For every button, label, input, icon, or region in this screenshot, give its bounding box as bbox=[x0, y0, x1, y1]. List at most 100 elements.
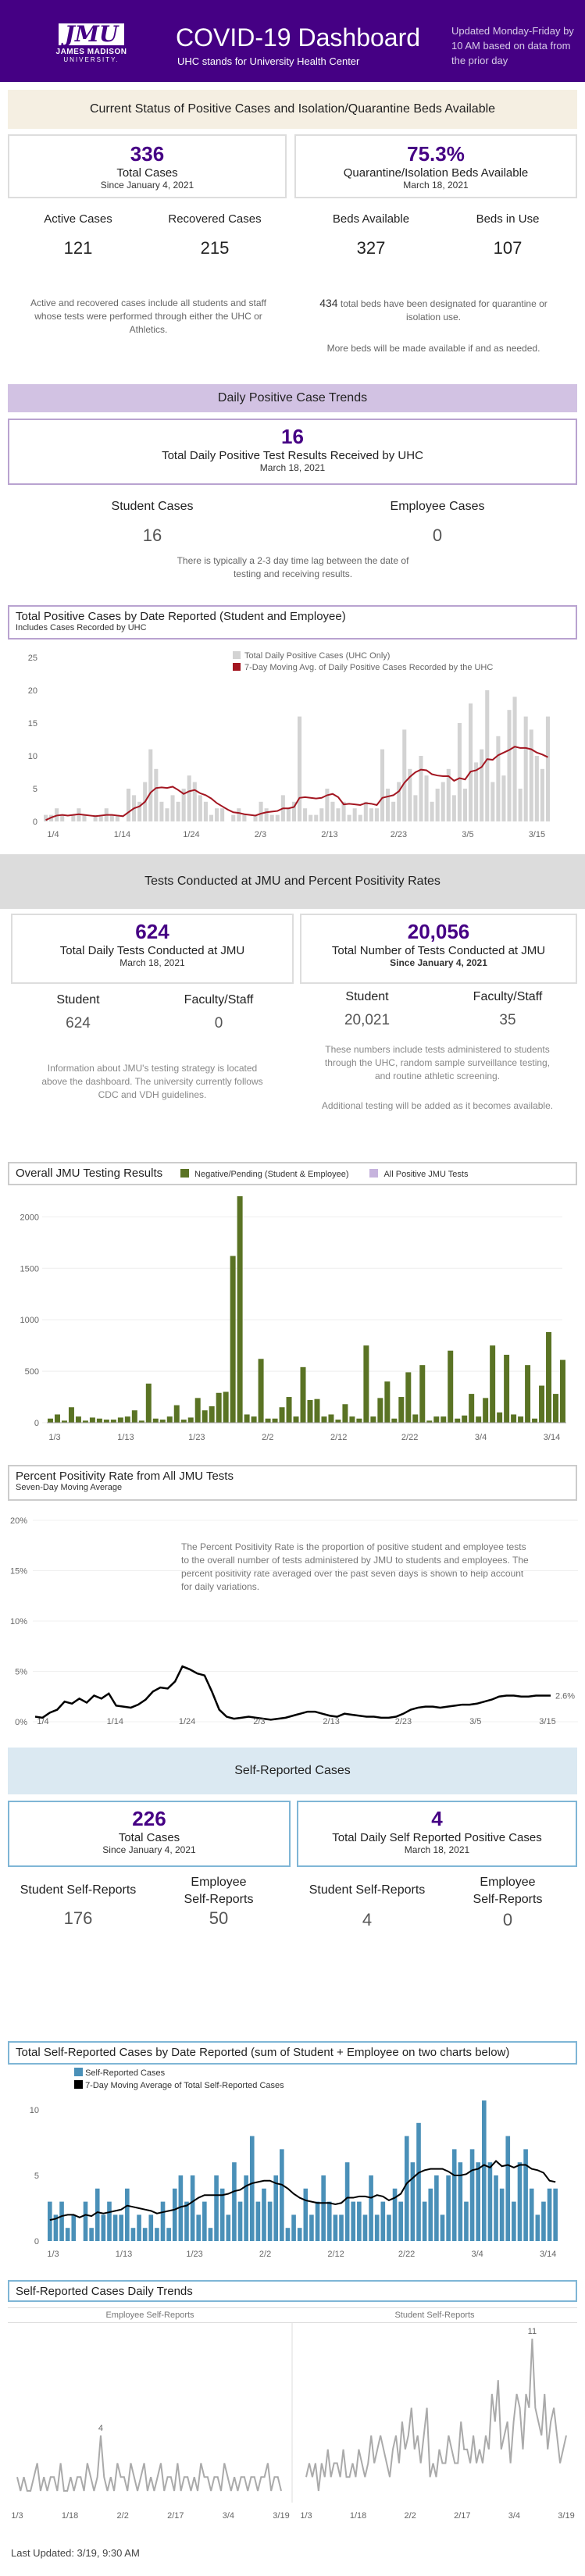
chart2-x-tick: 1/13 bbox=[117, 1433, 134, 1442]
chart2-bar bbox=[272, 1418, 278, 1423]
chart4-bar bbox=[428, 2188, 433, 2241]
chart4-y-tick: 0 bbox=[34, 2237, 39, 2246]
self-total-student-label: Student Self-Reports bbox=[20, 1883, 137, 1897]
chart1-bar bbox=[386, 789, 391, 821]
chart4-bar bbox=[499, 2188, 505, 2241]
chart3-x-tick: 3/5 bbox=[469, 1717, 481, 1726]
chart4-bar bbox=[178, 2175, 184, 2241]
chart4-bar bbox=[65, 2228, 70, 2241]
daily-note: There is typically a 2-3 day time lag be… bbox=[177, 555, 409, 579]
chart4-bar bbox=[362, 2214, 368, 2241]
chart1-x-tick: 1/24 bbox=[183, 830, 199, 839]
chart4-bar bbox=[280, 2149, 284, 2241]
chart4-bar bbox=[142, 2228, 148, 2241]
chart5-header-row: Employee Self-Reports Student Self-Repor… bbox=[8, 2307, 577, 2323]
chart2-bar bbox=[328, 1414, 334, 1423]
update-note: Updated Monday-Friday by 10 AM based on … bbox=[451, 25, 574, 66]
chart4-bar bbox=[137, 2214, 141, 2241]
beds-in-use-value: 107 bbox=[493, 238, 523, 258]
chart4-bar bbox=[267, 2201, 273, 2241]
chart4-bar bbox=[148, 2214, 154, 2241]
chart1-bar bbox=[165, 808, 169, 821]
chart5-student-x-tick: 2/17 bbox=[454, 2511, 470, 2521]
chart2-bar bbox=[159, 1420, 166, 1423]
chart2-y-tick: 1500 bbox=[20, 1264, 39, 1274]
chart1-bar bbox=[363, 801, 368, 821]
student-cases-label: Student Cases bbox=[111, 500, 194, 513]
page-title: COVID-19 Dashboard bbox=[176, 23, 421, 52]
self-band: Self-Reported Cases bbox=[8, 1748, 577, 1794]
chart5-student-x-tick: 3/19 bbox=[558, 2511, 574, 2521]
chart2-x-tick: 3/14 bbox=[544, 1433, 560, 1442]
chart1-subtitle: Includes Cases Recorded by UHC bbox=[16, 623, 147, 632]
chart1-y-tick: 15 bbox=[28, 719, 37, 729]
chart1-bar bbox=[490, 782, 495, 821]
chart1-y-tick: 10 bbox=[28, 752, 37, 761]
chart2-bar bbox=[504, 1355, 510, 1423]
chart1-svg: 0 5 10 15 20 25 1/4 1/14 1/24 2/3 2/13 2/23 3/5 3/15 T… bbox=[28, 651, 550, 839]
tests-note-right2: Additional testing will be added as it b… bbox=[321, 1100, 554, 1111]
chart5-svg: 4 1/3 1/18 2/2 2/17 3/4 3/19 11 1/3 1/18 2/2 2/17 3/… bbox=[11, 2323, 575, 2521]
chart2-bar bbox=[525, 1365, 531, 1423]
chart2-bar bbox=[384, 1381, 391, 1423]
chart4-bar bbox=[494, 2175, 498, 2241]
daily-positive-label: Total Daily Positive Test Results Receiv… bbox=[162, 449, 423, 462]
chart4-bar bbox=[130, 2228, 136, 2241]
chart2-bar bbox=[166, 1416, 173, 1423]
chart3-x-tick: 2/3 bbox=[253, 1717, 265, 1726]
chart4-bar bbox=[71, 2214, 77, 2241]
logo-sub2-text: UNIVERSITY. bbox=[63, 56, 119, 63]
chart2-bar bbox=[216, 1392, 222, 1423]
self-daily-label: Total Daily Self Reported Positive Cases bbox=[332, 1831, 542, 1844]
chart2-bar bbox=[209, 1406, 215, 1423]
chart4-legend-line: 7-Day Moving Average of Total Self-Repor… bbox=[85, 2081, 284, 2090]
chart2-bar bbox=[230, 1256, 236, 1423]
beds-pct-value: 75.3% bbox=[407, 142, 465, 166]
beds-pct-card: 75.3% Quarantine/Isolation Beds Availabl… bbox=[294, 134, 577, 198]
chart3-x-tick: 2/13 bbox=[323, 1717, 339, 1726]
chart4-bar bbox=[434, 2175, 439, 2241]
chart4-bar bbox=[380, 2201, 386, 2241]
chart4-bar bbox=[232, 2162, 237, 2241]
chart2-bar bbox=[476, 1416, 482, 1423]
chart4-bar bbox=[202, 2201, 207, 2241]
chart5-employee-x-tick: 1/18 bbox=[62, 2511, 78, 2521]
chart4-legend-line-swatch bbox=[74, 2080, 83, 2089]
status-note-left: Active and recovered cases include all s… bbox=[30, 298, 266, 335]
chart4-bar bbox=[529, 2188, 534, 2241]
chart1-bar bbox=[474, 762, 479, 821]
daily-band: Daily Positive Case Trends bbox=[8, 384, 577, 412]
chart4-bar bbox=[517, 2162, 523, 2241]
chart4-x-tick: 2/22 bbox=[398, 2250, 415, 2259]
logo-main-text: JMU bbox=[58, 23, 125, 45]
self-total-employee-label: Employee Self-Reports bbox=[156, 1874, 281, 1908]
chart4-bar bbox=[505, 2136, 511, 2241]
chart1-bar bbox=[330, 801, 335, 821]
chart3-y-tick: 20% bbox=[10, 1516, 27, 1526]
chart1-x-tick: 3/15 bbox=[529, 830, 545, 839]
chart4-bar bbox=[112, 2214, 118, 2241]
chart2-bar bbox=[124, 1416, 130, 1423]
chart4-y-tick: 10 bbox=[30, 2106, 39, 2115]
chart1-bar bbox=[369, 808, 373, 821]
self-daily-value: 4 bbox=[431, 1807, 443, 1830]
chart4-bar bbox=[547, 2188, 552, 2241]
chart2-bar bbox=[54, 1414, 60, 1423]
chart4-bar bbox=[404, 2136, 409, 2241]
chart2-bar bbox=[131, 1410, 137, 1423]
chart4-bar bbox=[95, 2188, 100, 2241]
chart4-svg: 0 5 10 1/3 1/13 1/23 2/2 2/12 2/22 3/4 3/14 bbox=[30, 2100, 558, 2259]
chart1-bar bbox=[469, 703, 473, 821]
chart1-bar bbox=[286, 808, 291, 821]
chart4-x-tick: 1/23 bbox=[186, 2250, 202, 2259]
chart1-bar bbox=[269, 814, 274, 821]
chart4-bar bbox=[219, 2188, 225, 2241]
chart4-bar bbox=[184, 2201, 189, 2241]
chart4-bar bbox=[464, 2201, 469, 2241]
chart4-bar bbox=[237, 2201, 243, 2241]
chart3-x-tick: 2/23 bbox=[395, 1717, 412, 1726]
jmu-logo: JMU JAMES MADISON UNIVERSITY. bbox=[48, 23, 134, 70]
chart2-bar bbox=[490, 1345, 496, 1423]
chart2-bar bbox=[370, 1416, 376, 1423]
chart2-bar bbox=[68, 1407, 74, 1423]
